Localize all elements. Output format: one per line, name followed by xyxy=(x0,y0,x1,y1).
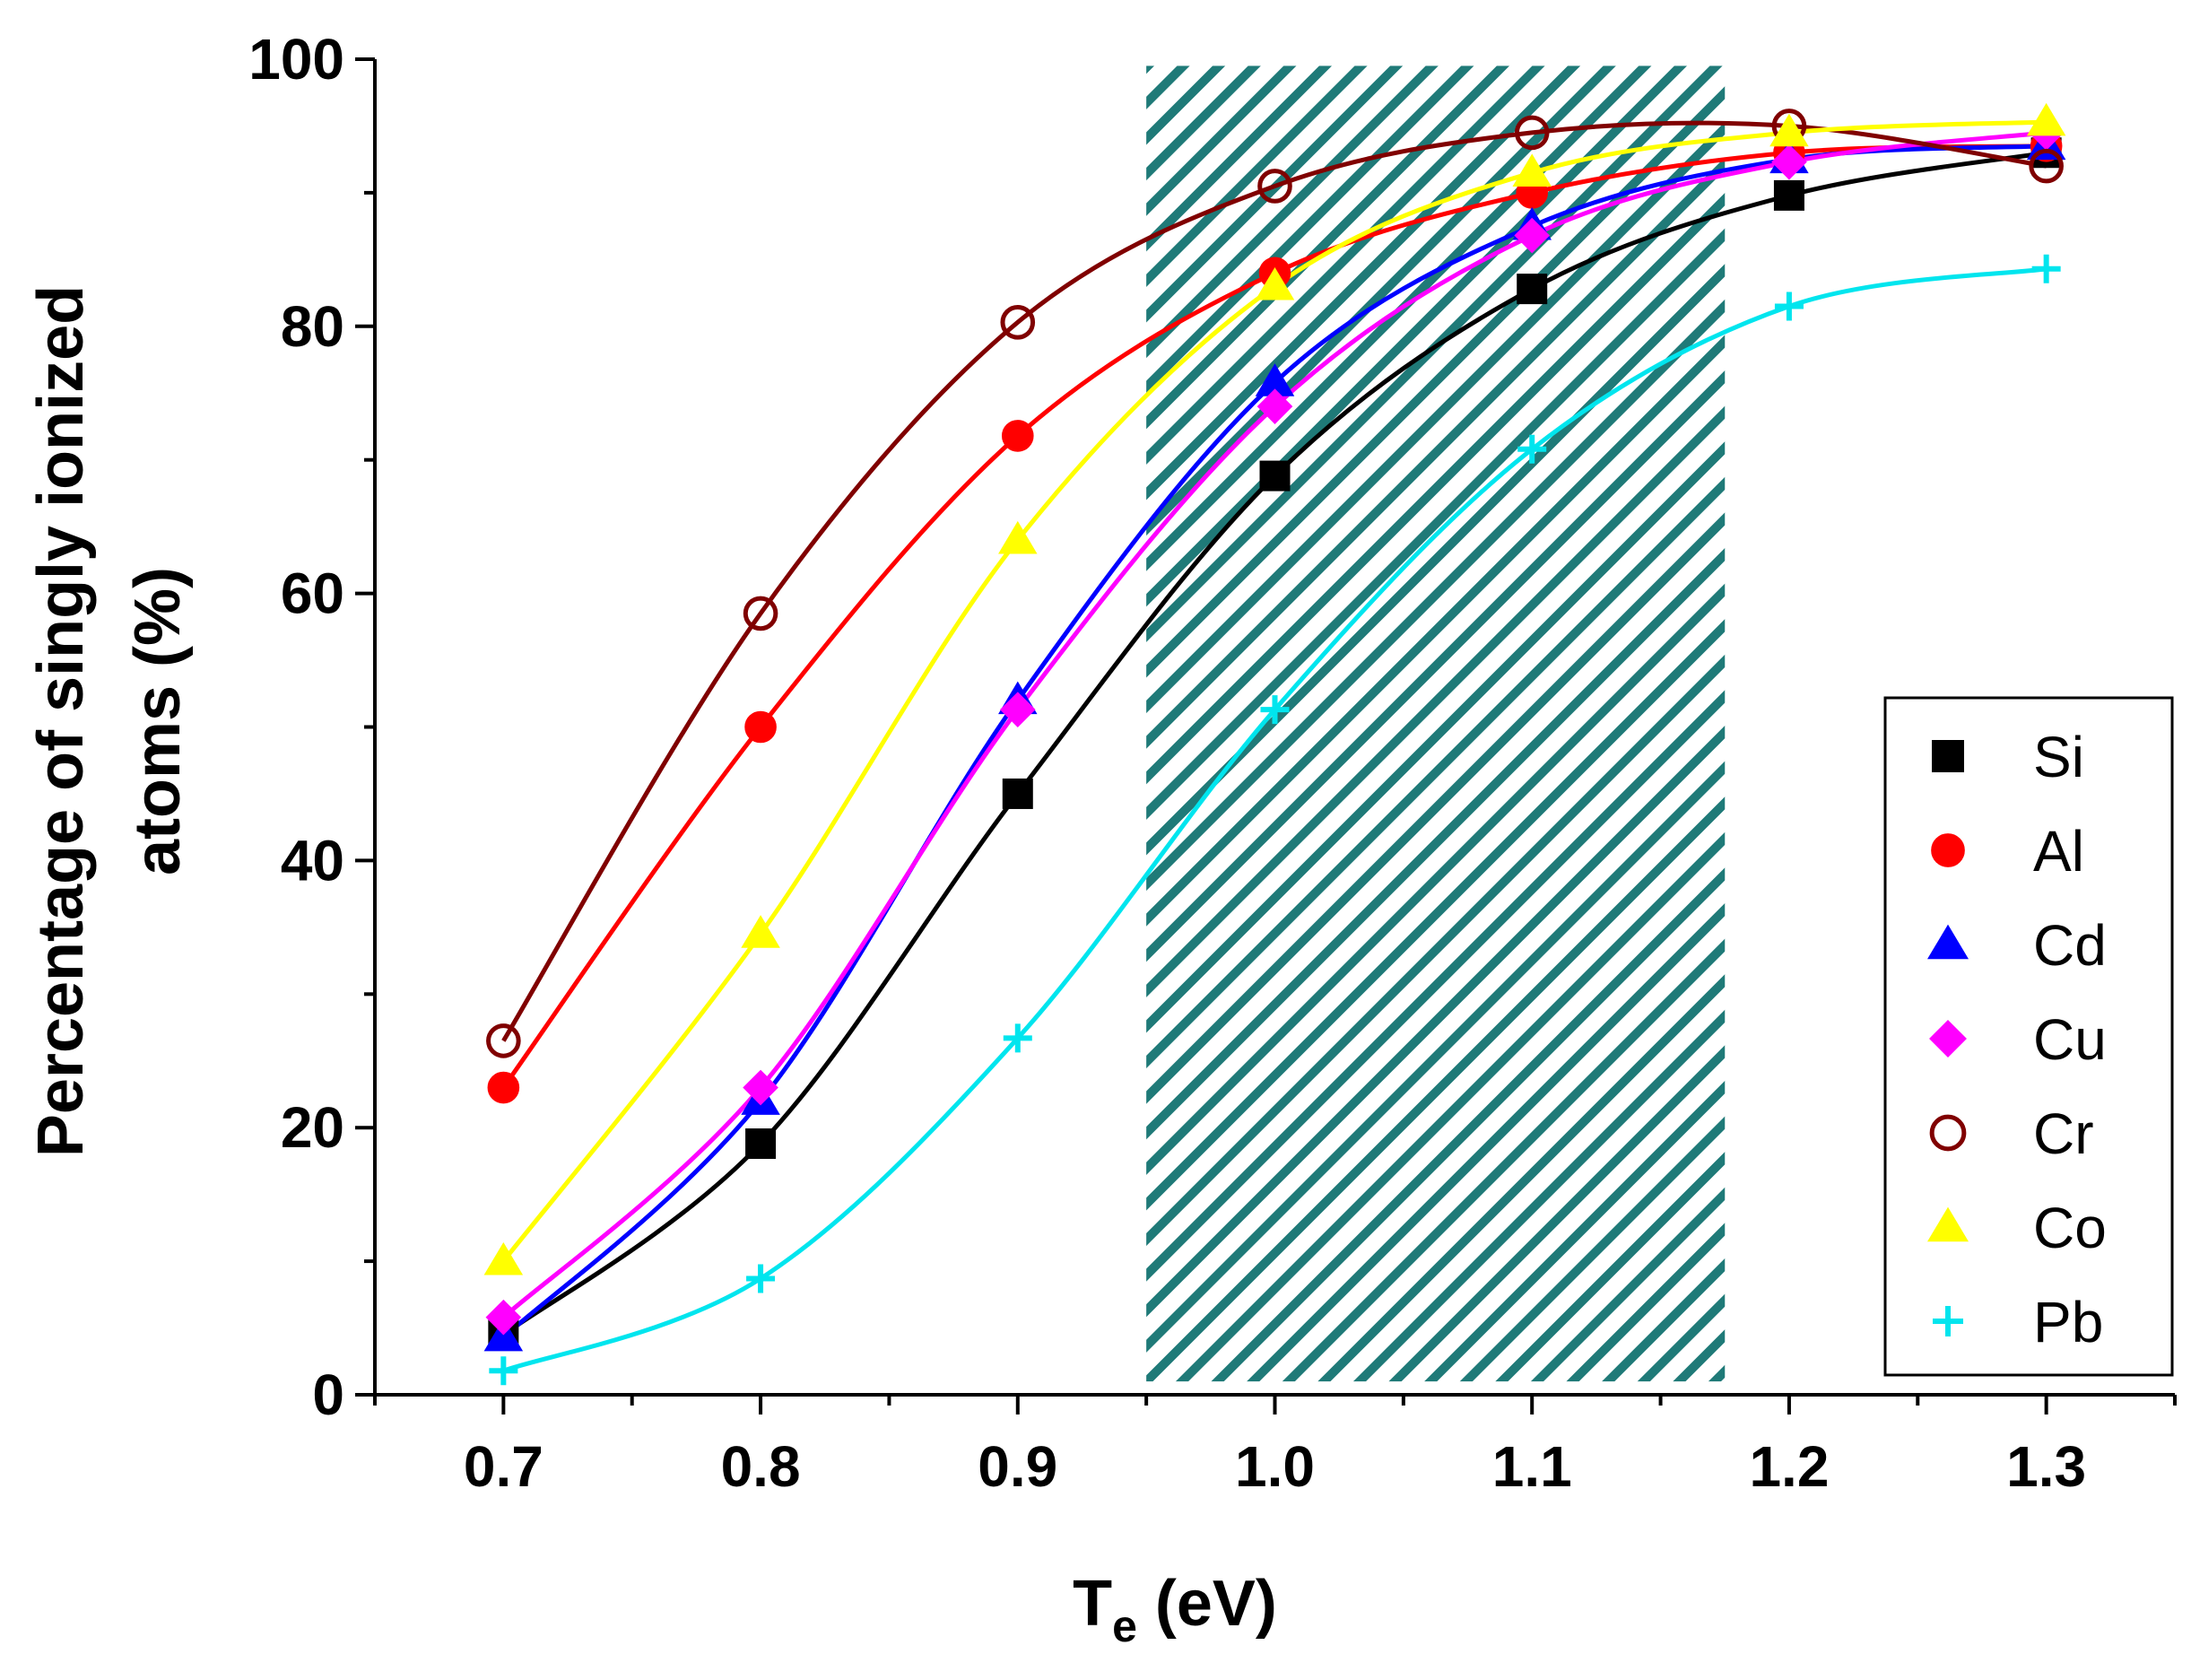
svg-text:atoms (%): atoms (%) xyxy=(122,567,194,875)
y-tick-label: 80 xyxy=(281,294,344,359)
data-point-co xyxy=(1769,113,1809,147)
data-point-si xyxy=(1773,179,1804,211)
x-axis-title: Te (eV) xyxy=(1073,1568,1277,1651)
legend-label-si: Si xyxy=(2033,725,2084,789)
legend-label-co: Co xyxy=(2033,1196,2107,1260)
legend-marker-si xyxy=(1932,740,1964,772)
svg-text:Percentage of singly ionized: Percentage of singly ionized xyxy=(25,285,97,1157)
data-point-cu xyxy=(1256,388,1293,424)
data-point-pb xyxy=(1517,434,1547,464)
y-tick-label: 20 xyxy=(281,1095,344,1160)
shaded-region xyxy=(1146,65,1726,1382)
data-point-cr xyxy=(2029,148,2064,184)
data-point-pb xyxy=(2031,254,2061,283)
data-point-si xyxy=(1002,778,1033,809)
legend-label-cd: Cd xyxy=(2033,913,2107,978)
x-tick-label: 1.3 xyxy=(2006,1434,2086,1499)
data-point-co xyxy=(741,915,780,948)
y-tick-label: 100 xyxy=(248,27,344,91)
data-point-pb xyxy=(746,1264,776,1293)
y-axis-title: Percentage of singly ionized atoms (%) xyxy=(25,285,194,1157)
data-point-al xyxy=(487,1071,520,1104)
data-point-pb xyxy=(1003,1023,1032,1053)
data-point-cr xyxy=(1257,169,1292,204)
data-point-cd xyxy=(483,1318,524,1352)
series-line-cr xyxy=(501,120,2048,1042)
data-point-cu xyxy=(1771,144,1807,180)
legend-label-cr: Cr xyxy=(2033,1101,2094,1166)
data-point-cu xyxy=(743,1069,778,1106)
x-axis-ticks: 0.7 0.8 0.9 1.0 1.1 1.2 1.3 xyxy=(373,1395,2177,1499)
data-point-co xyxy=(1255,266,1295,300)
x-tick-label: 0.7 xyxy=(464,1434,543,1499)
y-tick-label: 60 xyxy=(281,561,344,626)
data-point-si xyxy=(745,1128,777,1160)
legend-label-pb: Pb xyxy=(2033,1290,2103,1354)
data-point-al xyxy=(1001,420,1034,452)
data-point-co xyxy=(1512,153,1552,187)
legend-marker-cr xyxy=(1929,1114,1967,1152)
series-line-co xyxy=(501,119,2047,1263)
legend-label-al: Al xyxy=(2033,819,2084,884)
x-tick-label: 0.9 xyxy=(978,1434,1057,1499)
data-point-cu xyxy=(485,1299,522,1336)
data-point-pb xyxy=(489,1356,518,1386)
x-tick-label: 0.8 xyxy=(721,1434,801,1499)
data-point-co xyxy=(998,520,1038,554)
data-point-co xyxy=(483,1241,524,1275)
legend-marker-al xyxy=(1931,833,1965,867)
legend-marker-co xyxy=(1926,1206,1969,1242)
x-tick-label: 1.1 xyxy=(1492,1434,1572,1499)
data-point-co xyxy=(2026,102,2066,136)
data-point-si xyxy=(1517,274,1548,305)
data-point-pb xyxy=(1260,695,1290,725)
data-point-cr xyxy=(743,596,778,631)
legend-label-cu: Cu xyxy=(2033,1007,2107,1072)
legend-marker-pb xyxy=(1933,1306,1963,1336)
data-point-cr xyxy=(486,1023,521,1058)
y-tick-label: 0 xyxy=(312,1362,344,1427)
y-axis-ticks: 0 20 40 60 80 100 xyxy=(248,27,375,1427)
series-markers xyxy=(483,102,2066,1386)
data-point-pb xyxy=(1774,292,1804,321)
data-point-si xyxy=(1259,460,1291,492)
data-point-cu xyxy=(999,692,1036,727)
data-point-cr xyxy=(1000,305,1036,340)
series-line-al xyxy=(501,144,2047,1089)
legend-marker-cu xyxy=(1929,1020,1967,1058)
legend: Si Al Cd Cu Cr Co Pb xyxy=(1883,696,2174,1377)
x-tick-label: 1.2 xyxy=(1749,1434,1829,1499)
data-point-al xyxy=(744,710,777,744)
data-point-cr xyxy=(1514,115,1550,151)
legend-marker-cd xyxy=(1926,924,1969,960)
data-point-cu xyxy=(1514,217,1551,254)
x-tick-label: 1.0 xyxy=(1235,1434,1315,1499)
legend-box xyxy=(1883,696,2174,1377)
y-tick-label: 40 xyxy=(281,828,344,892)
